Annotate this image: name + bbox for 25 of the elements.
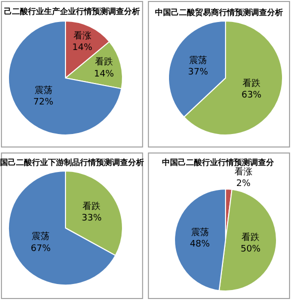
data-label: 50% <box>240 244 262 255</box>
slice-label: 看跌 <box>94 56 113 68</box>
chart-title: 己二酸行业生产企业行情预测调查分析 <box>4 7 140 16</box>
slice-label: 震荡 <box>190 227 209 238</box>
data-label: 14% <box>94 69 114 80</box>
data-label: 72% <box>33 98 54 108</box>
slice-label: 看跌 <box>242 232 260 243</box>
slice-label: 震荡 <box>34 84 52 96</box>
slice-label: 震荡 <box>32 231 50 242</box>
slice-label: 看涨 <box>73 30 92 42</box>
slice-label: 震荡 <box>189 54 208 66</box>
data-label: 33% <box>82 214 102 224</box>
slice-label: 看跌 <box>242 78 260 89</box>
slice-label: 看跌 <box>82 201 101 212</box>
data-label: 48% <box>190 240 210 250</box>
chart-title: 中国己二酸行业行情预测调查分 <box>162 158 275 167</box>
data-label: 2% <box>236 179 251 190</box>
pie-slice <box>8 20 122 136</box>
data-label: 67% <box>30 244 52 254</box>
data-label: 14% <box>72 43 93 54</box>
chart-title: 国己二酸行业下游制品行情预测调查分析 <box>0 158 144 167</box>
data-label: 37% <box>188 68 208 78</box>
chart-title: 中国己二酸贸易商行情预测调查分析 <box>155 7 283 17</box>
slice-label: 看涨 <box>234 166 252 178</box>
data-label: 63% <box>241 90 262 101</box>
